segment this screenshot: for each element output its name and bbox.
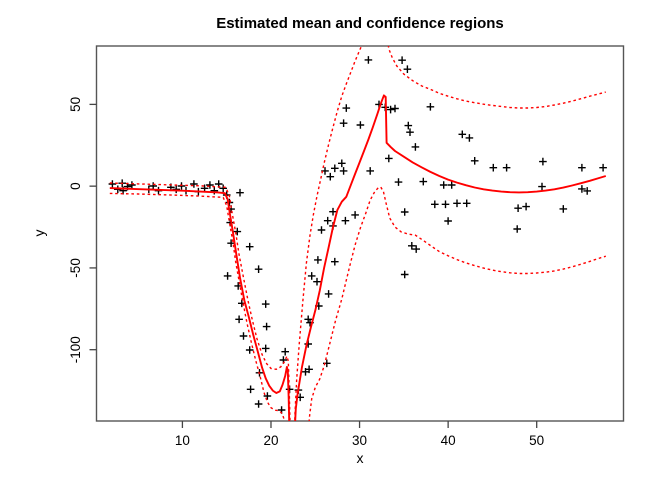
- x-tick-label: 50: [529, 433, 544, 448]
- upper-confidence-line: [109, 46, 606, 421]
- x-tick-label: 10: [175, 433, 190, 448]
- x-axis: 10 20 30 40 50: [175, 421, 544, 448]
- y-tick-label: 50: [68, 97, 83, 112]
- x-tick-label: 20: [263, 433, 278, 448]
- y-axis: 50 0 -50 -100: [68, 97, 97, 363]
- fit-lines: [109, 46, 607, 421]
- y-axis-label: y: [31, 230, 47, 237]
- estimated-mean-line: [109, 94, 607, 421]
- y-tick-label: 0: [68, 182, 83, 190]
- x-axis-label: x: [357, 450, 364, 466]
- y-tick-label: -100: [68, 336, 83, 363]
- plot-box: [95, 45, 625, 422]
- scatter-points: [108, 56, 607, 414]
- observations-markers: [108, 56, 607, 414]
- chart-title: Estimated mean and confidence regions: [216, 15, 504, 32]
- y-tick-label: -50: [68, 258, 83, 278]
- x-tick-label: 30: [352, 433, 367, 448]
- x-tick-label: 40: [441, 433, 456, 448]
